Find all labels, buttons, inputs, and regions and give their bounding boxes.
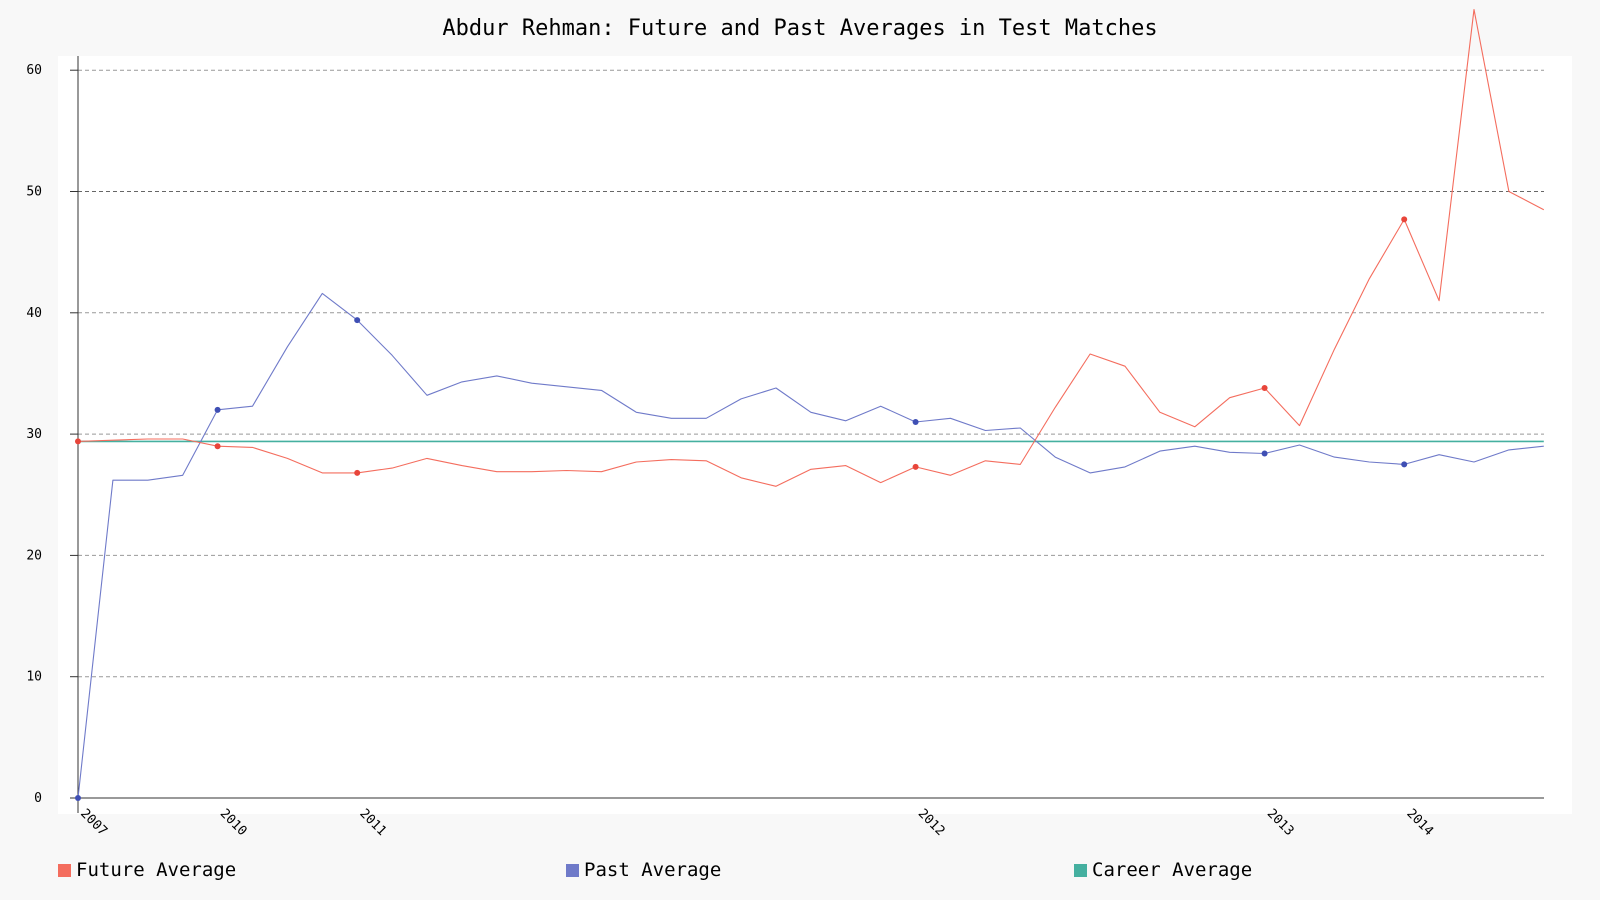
series-line-future-average <box>77 8 1545 487</box>
legend-swatch-career-average <box>1074 863 1087 877</box>
data-point-future-average <box>214 443 221 450</box>
y-tick-label: 20 <box>26 548 42 563</box>
legend-label-past-average: Past Average <box>584 859 722 881</box>
y-tick-label: 30 <box>26 427 42 442</box>
y-tick-label: 50 <box>26 185 42 200</box>
legend-item-career-average[interactable]: Career Average <box>1074 858 1252 882</box>
data-point-past-average <box>354 317 361 324</box>
legend: Future Average Past Average Career Avera… <box>58 858 1558 882</box>
data-point-past-average <box>912 418 919 425</box>
y-tick-label: 0 <box>34 791 42 806</box>
data-point-past-average <box>1401 461 1408 468</box>
data-point-future-average <box>912 463 919 470</box>
series-line-past-average <box>77 292 1544 798</box>
data-point-future-average <box>1401 216 1408 223</box>
legend-label-career-average: Career Average <box>1092 859 1253 881</box>
y-tick-label: 60 <box>26 63 42 78</box>
data-point-future-average <box>1261 385 1268 392</box>
marker-layer <box>75 216 1408 801</box>
series-layer <box>77 8 1545 798</box>
data-point-past-average <box>214 406 221 413</box>
data-point-past-average <box>75 795 81 801</box>
legend-label-future-average: Future Average <box>76 859 237 881</box>
data-point-future-average <box>75 438 81 445</box>
data-point-past-average <box>1261 450 1268 457</box>
chart-title: Abdur Rehman: Future and Past Averages i… <box>442 16 1157 41</box>
legend-item-past-average[interactable]: Past Average <box>566 858 721 882</box>
plot-background <box>58 56 1572 814</box>
grid-layer <box>78 69 1544 678</box>
legend-swatch-past-average <box>566 863 579 877</box>
axis-layer: 0 10 20 30 40 50 60 <box>26 56 1544 813</box>
y-tick-label: 40 <box>26 306 42 321</box>
data-point-future-average <box>354 469 361 476</box>
y-tick-label: 10 <box>26 670 42 685</box>
legend-item-future-average[interactable]: Future Average <box>58 858 236 882</box>
legend-swatch-future-average <box>58 863 71 877</box>
